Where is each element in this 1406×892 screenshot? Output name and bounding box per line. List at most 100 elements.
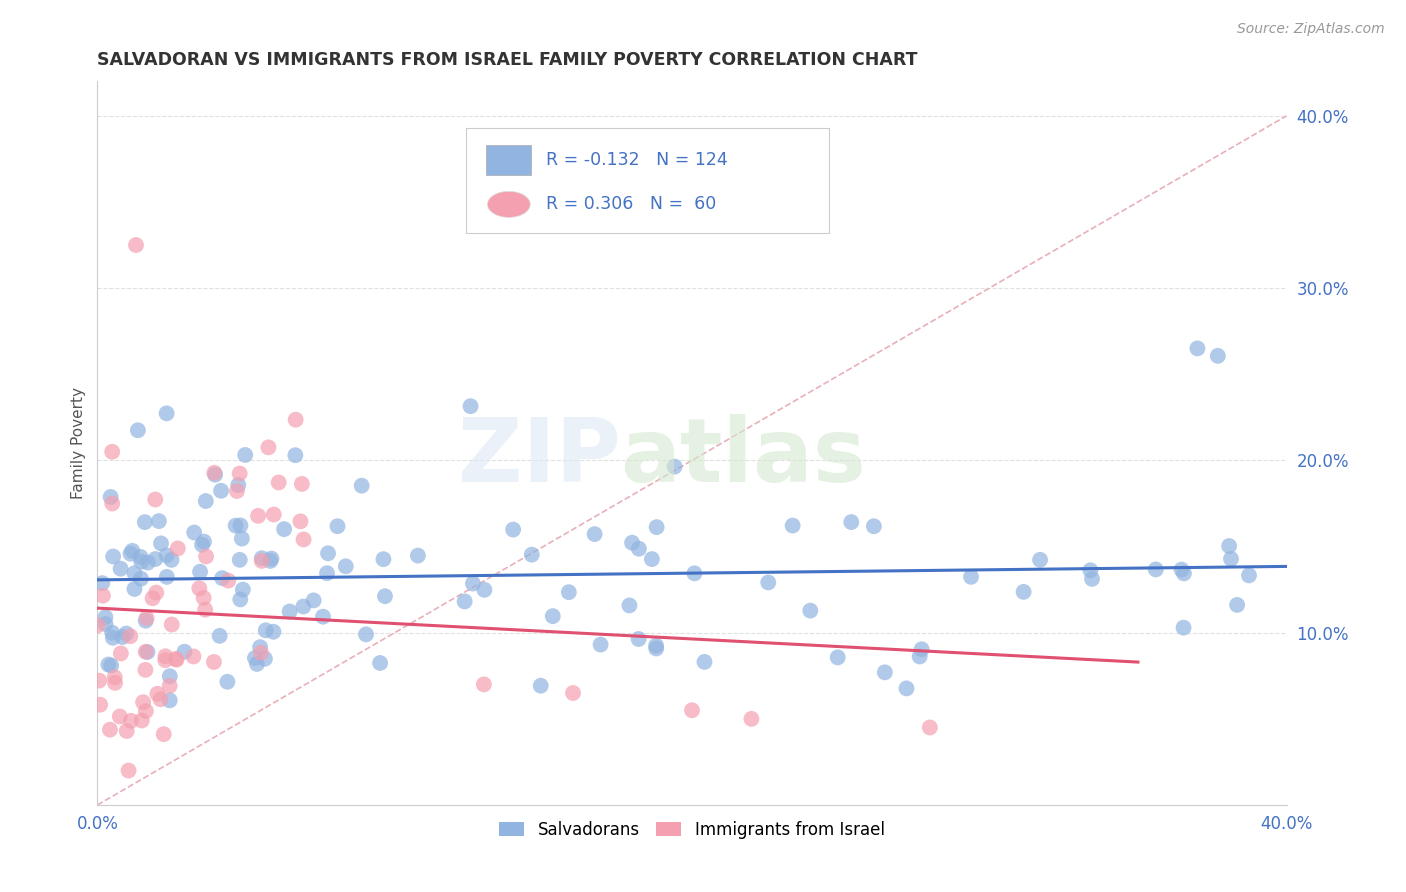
Point	[621, 535, 644, 549]
Point	[97, 657, 120, 672]
Point	[159, 669, 181, 683]
Point	[145, 585, 167, 599]
Point	[799, 604, 821, 618]
Point	[131, 555, 153, 569]
Point	[645, 641, 668, 656]
Text: R = 0.306   N =  60: R = 0.306 N = 60	[546, 195, 716, 213]
Point	[472, 677, 495, 691]
Text: ZIP: ZIP	[458, 414, 620, 501]
Text: Source: ZipAtlas.com: Source: ZipAtlas.com	[1237, 22, 1385, 37]
Point	[253, 651, 276, 665]
Point	[159, 679, 181, 693]
Point	[247, 508, 270, 523]
Point	[350, 478, 373, 492]
Point	[273, 522, 295, 536]
Point	[120, 629, 142, 643]
Point	[110, 562, 132, 576]
Point	[136, 645, 159, 659]
Point	[681, 703, 703, 717]
Text: atlas: atlas	[620, 414, 866, 501]
Point	[152, 727, 174, 741]
Point	[231, 532, 253, 546]
Point	[589, 638, 612, 652]
Point	[120, 714, 142, 728]
Point	[101, 549, 124, 564]
Point	[135, 704, 157, 718]
Point	[354, 627, 377, 641]
Point	[326, 519, 349, 533]
Point	[562, 686, 585, 700]
Point	[278, 605, 301, 619]
Point	[195, 549, 218, 564]
Point	[146, 687, 169, 701]
Point	[461, 576, 484, 591]
Point	[263, 508, 285, 522]
Point	[619, 599, 641, 613]
Point	[225, 518, 247, 533]
Point	[246, 657, 269, 671]
Point	[129, 549, 152, 564]
Point	[250, 646, 273, 660]
Point	[193, 591, 215, 605]
Point	[183, 525, 205, 540]
Point	[502, 523, 524, 537]
Point	[1081, 572, 1104, 586]
Point	[1220, 552, 1243, 566]
Point	[873, 665, 896, 680]
Point	[740, 712, 762, 726]
Point	[129, 572, 152, 586]
Point	[863, 519, 886, 533]
Point	[262, 624, 284, 639]
Point	[908, 649, 931, 664]
Point	[208, 629, 231, 643]
Point	[143, 492, 166, 507]
Point	[460, 399, 482, 413]
Point	[541, 609, 564, 624]
Point	[156, 549, 179, 563]
Circle shape	[488, 192, 530, 218]
Point	[627, 541, 650, 556]
Point	[229, 592, 252, 607]
Point	[291, 477, 314, 491]
Point	[183, 649, 205, 664]
Point	[292, 599, 315, 614]
Point	[316, 566, 339, 581]
Point	[134, 663, 156, 677]
Point	[121, 544, 143, 558]
Point	[284, 413, 307, 427]
Point	[160, 553, 183, 567]
Point	[166, 652, 188, 666]
Point	[149, 692, 172, 706]
Point	[250, 551, 273, 566]
Point	[136, 556, 159, 570]
Point	[284, 448, 307, 462]
Point	[124, 566, 146, 581]
Point	[918, 721, 941, 735]
Point	[782, 518, 804, 533]
Point	[191, 538, 214, 552]
Point	[101, 496, 124, 510]
Point	[260, 551, 283, 566]
Point	[204, 467, 226, 482]
Point	[89, 673, 111, 688]
Point	[135, 611, 157, 625]
Point	[117, 764, 139, 778]
Point	[159, 693, 181, 707]
Point	[373, 552, 395, 566]
Point	[232, 582, 254, 597]
Point	[209, 483, 232, 498]
Point	[173, 645, 195, 659]
Point	[100, 658, 122, 673]
Point	[202, 466, 225, 480]
Point	[259, 554, 281, 568]
Point	[250, 554, 273, 568]
Point	[156, 570, 179, 584]
Point	[111, 630, 134, 644]
Point	[249, 640, 271, 654]
Point	[693, 655, 716, 669]
Point	[374, 589, 396, 603]
Point	[156, 406, 179, 420]
Point	[135, 645, 157, 659]
Point	[827, 650, 849, 665]
Point	[1170, 563, 1192, 577]
